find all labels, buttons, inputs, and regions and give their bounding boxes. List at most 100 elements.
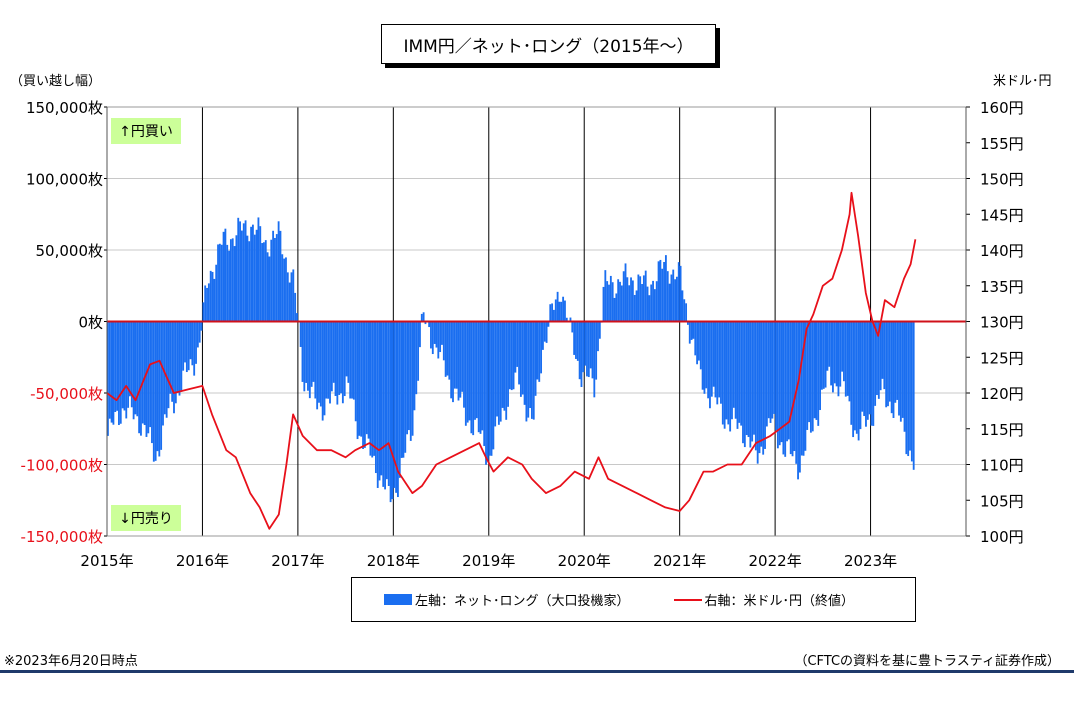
net-long-bar [452, 321, 454, 403]
net-long-bar [503, 321, 506, 411]
net-long-bar [474, 321, 476, 420]
right-tick-label: 125円 [980, 349, 1024, 367]
net-long-bar [154, 321, 157, 461]
net-long-bar [516, 321, 519, 367]
net-long-bar [892, 321, 895, 418]
net-long-bar [815, 321, 818, 420]
net-long-bar [657, 261, 660, 322]
x-tick-label: 2016年 [176, 552, 229, 570]
net-long-bar [323, 321, 326, 416]
net-long-bar [670, 274, 673, 322]
net-long-bar [455, 321, 458, 389]
net-long-bar [565, 317, 568, 322]
net-long-bar [125, 321, 128, 419]
net-long-bar [839, 321, 842, 387]
net-long-bar [841, 321, 844, 372]
net-long-bar [149, 321, 152, 428]
net-long-bar [756, 321, 759, 464]
net-long-bar [787, 321, 790, 440]
net-long-bar [784, 321, 787, 457]
net-long-bar [912, 321, 915, 470]
net-long-bar [668, 283, 671, 322]
net-long-bar [861, 321, 864, 412]
net-long-bar [248, 241, 251, 322]
net-long-bar [553, 309, 555, 322]
net-long-bar [554, 299, 557, 322]
net-long-bar [163, 321, 166, 415]
net-long-bar [110, 321, 113, 423]
net-long-bar [514, 321, 517, 373]
net-long-bar [329, 321, 331, 404]
net-long-bar [397, 321, 399, 498]
net-long-bar [430, 321, 432, 349]
net-long-bar [226, 244, 229, 322]
net-long-bar [374, 321, 377, 474]
net-long-bar [121, 321, 124, 409]
net-long-bar [525, 321, 528, 422]
net-long-bar [332, 321, 335, 383]
net-long-bar [116, 321, 119, 411]
net-long-bar [806, 321, 809, 430]
net-long-bar [442, 321, 445, 361]
net-long-bar [198, 321, 201, 343]
net-long-bar [252, 224, 254, 322]
net-long-bar [817, 321, 820, 426]
net-long-bar [628, 285, 631, 322]
net-long-bar [415, 321, 418, 395]
net-long-bar [672, 269, 675, 322]
net-long-bar [283, 258, 286, 322]
net-long-bar [464, 321, 467, 426]
net-long-bar [402, 321, 405, 458]
left-axis-unit: （買い越し幅） [10, 74, 102, 89]
net-long-bar [905, 321, 908, 455]
net-long-bar [266, 252, 269, 322]
net-long-bar [352, 321, 355, 400]
net-long-bar [206, 287, 208, 322]
right-tick-label: 110円 [980, 457, 1024, 475]
net-long-bar [200, 321, 203, 331]
net-long-bar [598, 321, 601, 339]
net-long-bar [160, 321, 163, 450]
legend-item-line: 右軸：米ドル･円（終値） [673, 590, 854, 609]
net-long-bar [237, 217, 240, 322]
net-long-bar [202, 302, 205, 322]
net-long-bar [888, 321, 891, 402]
net-long-bar [207, 283, 210, 322]
legend-bar-swatch [384, 594, 412, 605]
net-long-bar [646, 286, 649, 322]
net-long-bar [800, 321, 803, 456]
net-long-bar [883, 321, 886, 390]
net-long-bar [532, 321, 535, 420]
net-long-bar [562, 296, 565, 322]
net-long-bar [751, 321, 754, 442]
net-long-bar [808, 321, 810, 423]
footnote-source: （CFTCの資料を基に豊トラスティ証券作成） [794, 654, 1060, 669]
net-long-bar [419, 321, 421, 348]
net-long-bar [789, 321, 792, 455]
net-long-bar [385, 321, 388, 480]
net-long-bar [879, 321, 882, 391]
net-long-bar [325, 321, 328, 399]
net-long-bar [518, 321, 520, 385]
net-long-bar [387, 321, 390, 486]
net-long-bar [233, 246, 236, 322]
net-long-bar [180, 321, 183, 392]
net-long-bar [833, 321, 836, 384]
net-long-bar [327, 321, 330, 399]
net-long-bar [540, 321, 543, 374]
net-long-bar [865, 321, 867, 427]
net-long-bar [378, 321, 381, 481]
net-long-bar [222, 231, 225, 322]
net-long-bar [685, 303, 688, 322]
net-long-bar [811, 321, 814, 432]
net-long-bar [820, 321, 823, 390]
net-long-bar [373, 321, 375, 456]
left-tick-label: -150,000枚 [21, 528, 103, 546]
net-long-bar [314, 321, 317, 399]
net-long-bar [802, 321, 805, 456]
net-long-bar [681, 290, 684, 322]
axes [104, 106, 970, 537]
net-long-bar [391, 321, 394, 500]
net-long-bar [749, 321, 752, 448]
